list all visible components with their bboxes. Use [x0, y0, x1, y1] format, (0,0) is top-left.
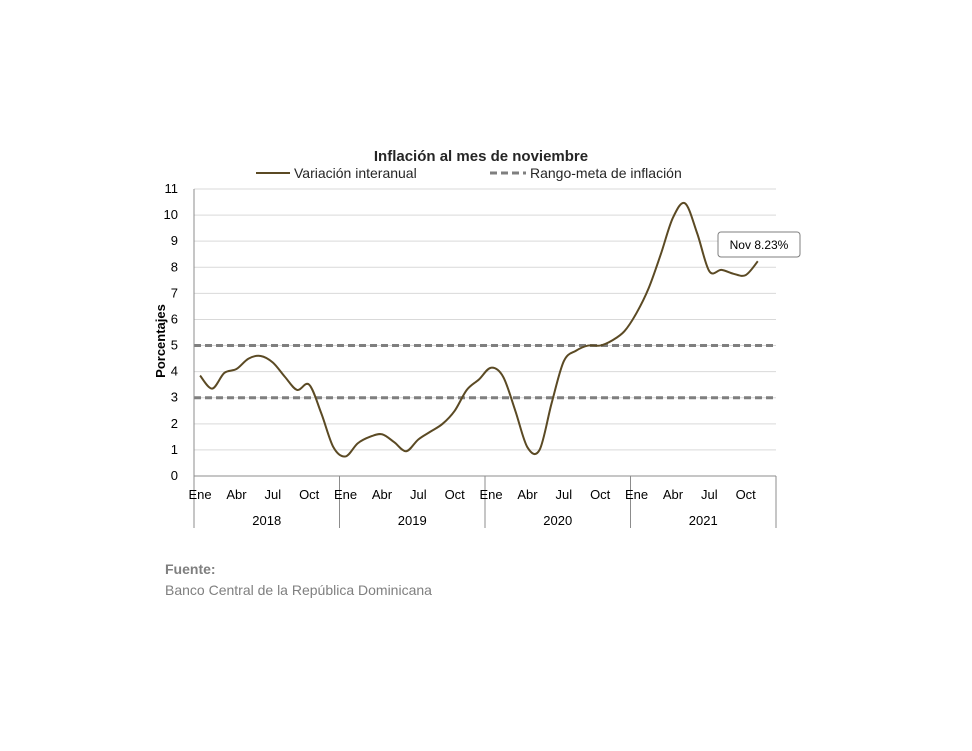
series-line-variacion-interanual: [199, 201, 759, 458]
y-tick-label: 4: [171, 364, 178, 379]
x-tick-label: Abr: [372, 487, 393, 502]
y-tick-label: 2: [171, 416, 178, 431]
x-tick-label: Ene: [625, 487, 648, 502]
y-tick-label: 5: [171, 338, 178, 353]
y-tick-label: 8: [171, 259, 178, 274]
x-tick-label: Oct: [736, 487, 757, 502]
target-range-lines: [194, 344, 776, 400]
y-tick-label: 3: [171, 390, 178, 405]
series-layer: [199, 201, 759, 458]
year-label: 2021: [689, 513, 718, 528]
y-tick-labels: 0 1 2 3 4 5 6 7 8 9 10 11: [164, 181, 178, 483]
x-tick-labels: Ene Abr Jul Oct 2018 Ene Abr Jul Oct 2019 Ene Abr Ju…: [188, 487, 756, 528]
y-tick-label: 10: [164, 207, 178, 222]
y-tick-label: 7: [171, 285, 178, 300]
x-tick-label: Abr: [517, 487, 538, 502]
legend: Variación interanual Rango-meta de infla…: [256, 165, 682, 181]
annotation-label: Nov 8.23%: [730, 238, 789, 252]
y-tick-label: 6: [171, 311, 178, 326]
gridlines: [194, 188, 776, 451]
source-title: Fuente:: [165, 561, 216, 577]
x-tick-label: Oct: [299, 487, 320, 502]
y-tick-label: 0: [171, 468, 178, 483]
year-label: 2020: [543, 513, 572, 528]
annotation-layer: Nov 8.23%: [717, 231, 801, 258]
year-label: 2018: [252, 513, 281, 528]
x-tick-label: Ene: [479, 487, 502, 502]
x-tick-label: Oct: [445, 487, 466, 502]
source-text: Banco Central de la República Dominicana: [165, 582, 432, 598]
x-tick-label: Jul: [701, 487, 718, 502]
x-tick-label: Jul: [556, 487, 573, 502]
y-tick-label: 1: [171, 442, 178, 457]
annotation-box: [717, 231, 801, 258]
x-tick-label: Abr: [226, 487, 247, 502]
x-tick-label: Jul: [265, 487, 282, 502]
x-tick-label: Ene: [188, 487, 211, 502]
x-tick-label: Ene: [334, 487, 357, 502]
x-tick-label: Jul: [410, 487, 427, 502]
axes: [193, 189, 777, 528]
x-tick-label: Oct: [590, 487, 611, 502]
x-tick-label: Abr: [663, 487, 684, 502]
y-tick-label: 11: [165, 181, 179, 196]
legend-series-label: Variación interanual: [294, 165, 417, 181]
y-axis-label: Porcentajes: [153, 304, 168, 378]
chart-title: Inflación al mes de noviembre: [374, 148, 588, 165]
year-label: 2019: [398, 513, 427, 528]
y-tick-label: 9: [171, 233, 178, 248]
legend-band-label: Rango-meta de inflación: [530, 165, 682, 181]
